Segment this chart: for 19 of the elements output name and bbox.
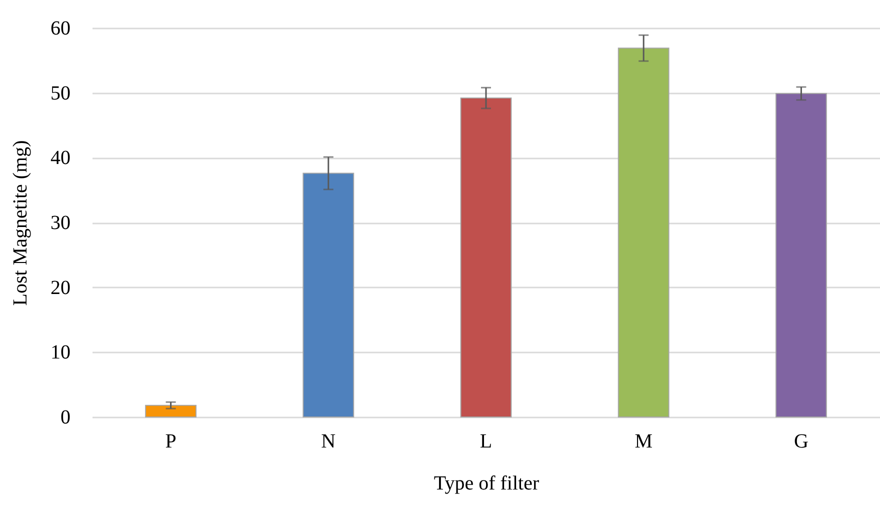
- y-tick-label: 40: [50, 147, 70, 170]
- x-tick-label: P: [165, 430, 176, 452]
- x-tick-label: M: [634, 430, 653, 452]
- bar: [460, 98, 512, 418]
- y-tick-label: 20: [50, 276, 70, 299]
- bar: [618, 48, 670, 418]
- x-tick-label: N: [321, 430, 336, 452]
- bar: [302, 172, 354, 418]
- bar: [145, 404, 197, 418]
- x-tick-label: L: [480, 430, 492, 452]
- y-tick-label: 10: [50, 342, 70, 364]
- x-axis-title: Type of filter: [434, 472, 540, 494]
- y-tick-label: 60: [50, 18, 70, 40]
- x-tick-label: G: [794, 430, 808, 452]
- bar: [775, 92, 827, 418]
- y-tick-label: 30: [50, 212, 70, 234]
- y-tick-label: 50: [50, 82, 70, 104]
- y-tick-label: 0: [60, 406, 70, 428]
- y-axis-title: Lost Magnetite (mg): [10, 140, 32, 306]
